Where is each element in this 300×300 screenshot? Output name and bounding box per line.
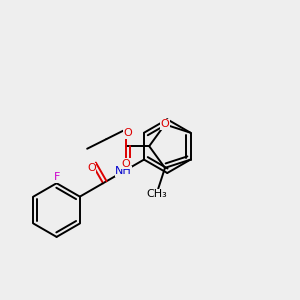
- Text: F: F: [53, 172, 60, 182]
- Text: O: O: [160, 119, 169, 129]
- Text: O: O: [87, 164, 96, 173]
- Text: O: O: [121, 159, 130, 169]
- Text: O: O: [123, 128, 132, 138]
- Text: CH₃: CH₃: [146, 189, 167, 199]
- Text: NH: NH: [115, 167, 132, 176]
